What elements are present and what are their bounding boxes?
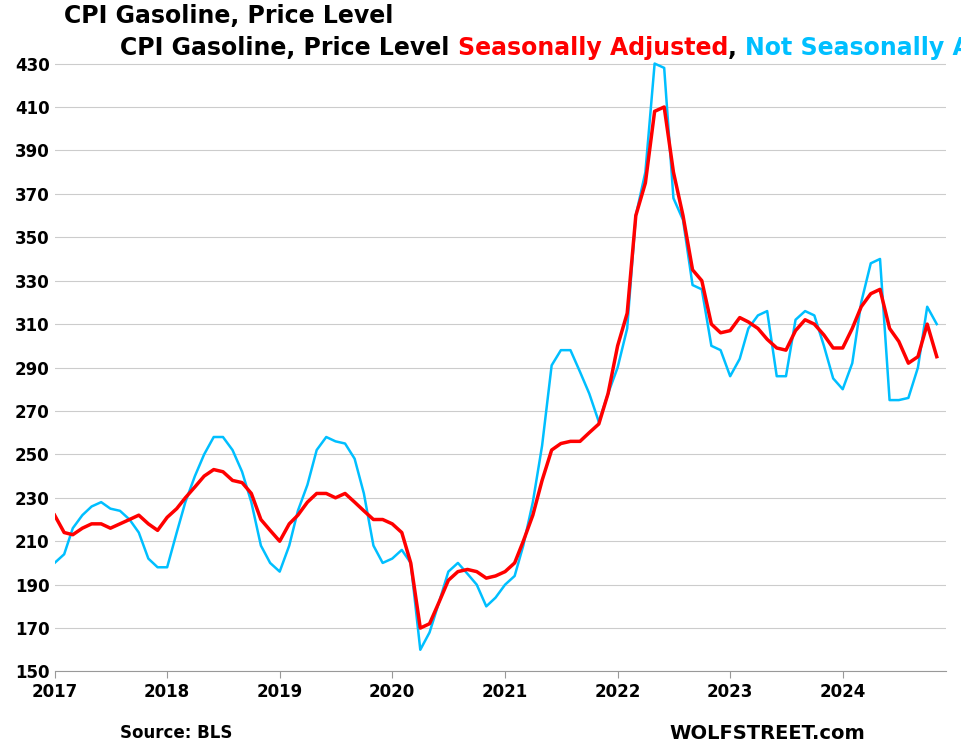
- Text: Seasonally Adjusted: Seasonally Adjusted: [457, 36, 728, 60]
- Text: ,: ,: [728, 36, 745, 60]
- Text: Not Seasonally Adjusted: Not Seasonally Adjusted: [745, 36, 961, 60]
- Text: CPI Gasoline, Price Level: CPI Gasoline, Price Level: [63, 4, 401, 28]
- Text: CPI Gasoline, Price Level: CPI Gasoline, Price Level: [120, 36, 457, 60]
- Text: WOLFSTREET.com: WOLFSTREET.com: [669, 724, 865, 743]
- Text: Source: BLS: Source: BLS: [120, 724, 233, 742]
